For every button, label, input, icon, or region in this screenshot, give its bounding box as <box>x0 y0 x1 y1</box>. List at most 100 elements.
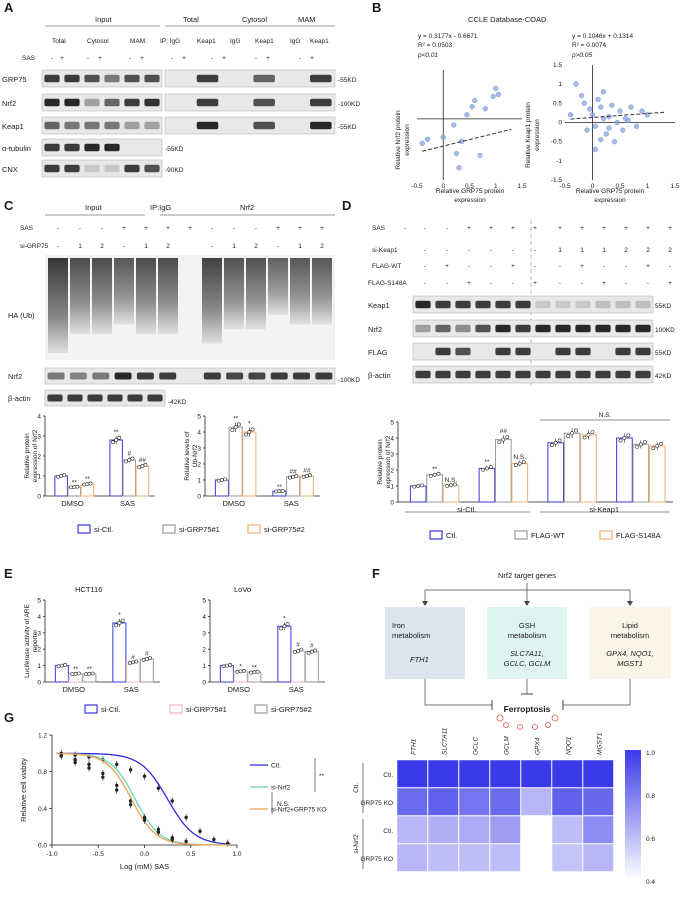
d-row-3-band <box>595 370 611 379</box>
scale-tick: 0.6 <box>646 836 655 843</box>
data-dot <box>224 663 229 668</box>
data-dot <box>513 463 518 468</box>
x-category: DMSO <box>61 499 84 508</box>
data-dot <box>412 484 417 489</box>
sig-mark: ** <box>432 466 438 473</box>
d-row-0-band <box>615 300 631 309</box>
d-sas-label: SAS <box>372 225 386 232</box>
data-dot <box>235 669 240 674</box>
c-row-0-band <box>293 372 311 380</box>
data-dot <box>285 622 290 626</box>
data-dot <box>221 664 226 669</box>
d-sas-sign: + <box>602 225 606 232</box>
panel-d-label: D <box>342 198 351 213</box>
sig-mark: # <box>310 643 314 650</box>
bar <box>632 443 650 503</box>
y-tick: 0 <box>37 680 41 687</box>
c-header-ipigg: IP:IgG <box>150 203 171 212</box>
x-category: DMSO <box>63 685 86 694</box>
heatmap-cell <box>489 843 521 872</box>
data-dot <box>244 432 248 437</box>
legend-label: FLAG-WT <box>531 531 565 540</box>
a-input-4-membrane <box>41 159 163 178</box>
data-dot <box>117 621 122 625</box>
d-row-1-band <box>435 324 451 333</box>
y-tick: 2 <box>37 647 41 654</box>
data-dot <box>313 648 317 653</box>
fit-line <box>570 111 665 120</box>
c-sas-sign: + <box>122 225 126 232</box>
y-tick: 1 <box>202 663 206 670</box>
data-dot <box>497 440 502 444</box>
y-tick: 0 <box>197 494 201 501</box>
sas-sign: - <box>87 55 89 62</box>
scatter-point <box>614 119 620 126</box>
a-input-0-band <box>144 74 160 83</box>
a-ip-1-band <box>310 98 332 107</box>
ylabel-left-1: Relative Nrf2 protein <box>395 110 402 170</box>
legend-swatch <box>429 530 443 540</box>
data-dot <box>626 433 631 438</box>
bar <box>112 622 127 683</box>
data-dot <box>304 474 309 478</box>
y-tick: 3 <box>197 446 201 453</box>
scatter-point <box>493 85 499 91</box>
data-dot <box>655 444 660 448</box>
heatmap-group-label: si-Nrf2 <box>353 834 360 854</box>
d-si-sign: - <box>468 247 470 254</box>
panel-g: G -1.0 -0.5 0.0 0.5 1.0 0.0 0.4 0.8 1.2 Log (mM) … <box>4 710 326 871</box>
y-tick: -0.5 <box>551 139 563 146</box>
data-dot <box>521 460 526 464</box>
sas-sign: - <box>211 55 213 62</box>
heatmap-col-label: NQO1 <box>566 736 573 755</box>
lipid-genes-2: MGST1 <box>617 659 643 668</box>
lipid-genes-1: GPX4, NQO1, <box>606 649 654 658</box>
c-row-0-band <box>315 372 333 380</box>
data-dot <box>148 656 152 661</box>
data-dot <box>485 466 489 471</box>
data-dot <box>449 483 453 488</box>
scatter-point <box>477 152 483 159</box>
data-dot <box>488 465 493 469</box>
scatter-point <box>587 106 593 112</box>
x-tick: 0.5 <box>465 183 474 190</box>
legend-swatch <box>84 704 98 714</box>
d-sas-sign: + <box>624 225 628 232</box>
scatter-point <box>589 112 596 118</box>
r2-left: R² = 0.0503 <box>418 42 453 49</box>
x-category: SAS <box>284 499 299 508</box>
a-ip-2-band <box>196 121 219 130</box>
scatter-point <box>595 96 601 103</box>
x-label: Log (mM) SAS <box>120 862 169 871</box>
a-input-0-band <box>84 74 100 83</box>
c-row-1-band <box>67 394 83 402</box>
c-si-sign: 1 <box>78 243 82 250</box>
marker-label: -55KD <box>165 146 184 153</box>
x-category: DMSO <box>223 499 246 508</box>
scatter-point <box>620 127 626 133</box>
data-dot <box>553 440 558 445</box>
heatmap-cell <box>458 815 490 844</box>
y-tick: 1 <box>558 81 562 88</box>
panel-c-label: C <box>4 198 14 213</box>
d-row-1-band <box>555 324 571 333</box>
y-tick: 2 <box>202 647 206 654</box>
heatmap-cell <box>396 843 428 872</box>
row-label: CNX <box>2 165 18 174</box>
y-label: Ub-Nrf2 <box>192 444 199 467</box>
d-s148-sign: + <box>668 280 672 287</box>
sub-mam: MAM <box>130 38 145 45</box>
d-row-2-band <box>515 347 531 356</box>
sig-mark: * <box>118 612 121 619</box>
data-dot <box>586 432 591 437</box>
d-row-label: Nrf2 <box>368 325 382 334</box>
data-dot <box>279 626 284 631</box>
bar <box>563 432 581 503</box>
panel-a-label: A <box>4 0 14 15</box>
a-input-4-band <box>104 164 120 173</box>
c-row-0-band <box>248 372 266 380</box>
scatter-point <box>567 112 574 118</box>
c-sas-sign: - <box>101 225 103 232</box>
d-row-3-band <box>635 370 651 379</box>
